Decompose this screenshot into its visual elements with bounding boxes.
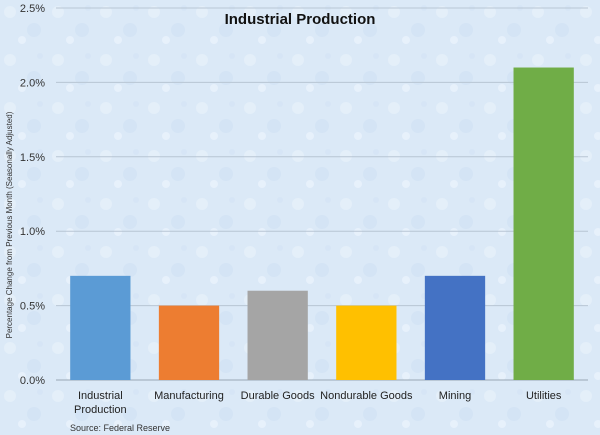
bar xyxy=(70,275,131,380)
x-category-label: Utilities xyxy=(526,390,562,402)
x-category-label: Mining xyxy=(439,390,471,402)
chart-title: Industrial Production xyxy=(225,11,376,28)
y-tick-label: 0.5% xyxy=(20,301,45,313)
bar xyxy=(336,305,397,380)
x-category-label: Manufacturing xyxy=(154,390,224,402)
bar xyxy=(158,305,220,380)
bar xyxy=(247,290,308,380)
bar xyxy=(513,67,574,381)
y-tick-label: 2.0% xyxy=(20,77,45,89)
x-category-label: Industrial Production xyxy=(74,390,127,416)
y-axis-label: Percentage Change from Previous Month (S… xyxy=(5,111,14,338)
x-category-label-line: Utilities xyxy=(526,390,562,402)
source-note: Source: Federal Reserve xyxy=(70,423,170,433)
x-category-label-line: Manufacturing xyxy=(154,390,224,402)
x-category-label-line: Mining xyxy=(439,390,471,402)
x-category-label: Nondurable Goods xyxy=(320,390,413,402)
x-category-label-line: Industrial xyxy=(78,390,123,402)
x-category-label: Durable Goods xyxy=(241,390,315,402)
x-category-label-line: Nondurable Goods xyxy=(320,390,413,402)
y-tick-label: 2.5% xyxy=(20,3,45,15)
y-tick-label: 1.0% xyxy=(20,226,45,238)
bar xyxy=(424,275,486,380)
y-tick-label: 0.0% xyxy=(20,375,45,387)
y-tick-label: 1.5% xyxy=(20,152,45,164)
x-category-label-line: Production xyxy=(74,404,127,416)
x-category-label-line: Durable Goods xyxy=(241,390,315,402)
